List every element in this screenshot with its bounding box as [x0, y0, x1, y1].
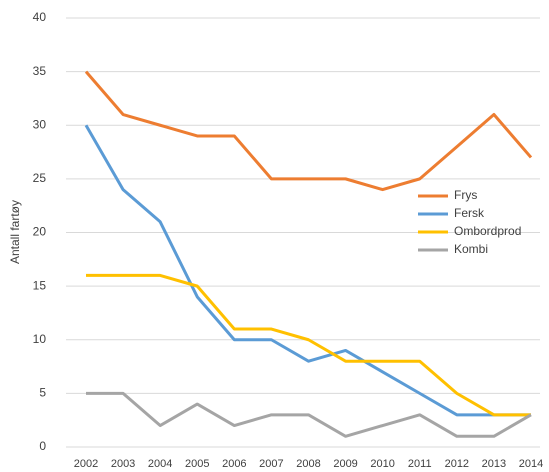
y-tick-label: 5 — [39, 386, 46, 400]
x-tick-label: 2010 — [370, 458, 394, 470]
x-tick-label: 2002 — [74, 458, 98, 470]
y-tick-label: 0 — [39, 439, 46, 453]
x-tick-label: 2006 — [222, 458, 246, 470]
x-tick-label: 2004 — [148, 458, 172, 470]
y-tick-label: 25 — [33, 171, 47, 185]
y-tick-label: 20 — [33, 225, 47, 239]
x-tick-label: 2009 — [333, 458, 357, 470]
legend-label: Ombordprod — [454, 224, 521, 238]
x-tick-label: 2011 — [408, 458, 432, 470]
y-tick-label: 40 — [33, 10, 47, 24]
y-tick-label: 35 — [33, 64, 47, 78]
x-tick-label: 2013 — [482, 458, 506, 470]
x-tick-label: 2012 — [445, 458, 469, 470]
x-tick-label: 2003 — [111, 458, 135, 470]
y-axis-label: Antall fartøy — [8, 200, 22, 264]
x-tick-label: 2005 — [185, 458, 209, 470]
y-tick-label: 15 — [33, 278, 47, 292]
x-tick-label: 2014 — [519, 458, 543, 470]
y-tick-label: 30 — [33, 117, 47, 131]
series-line — [84, 70, 533, 192]
legend-label: Frys — [454, 188, 477, 202]
series-line — [84, 124, 531, 417]
series-line — [86, 391, 532, 438]
legend-label: Kombi — [454, 242, 488, 256]
legend-label: Fersk — [454, 206, 485, 220]
x-tick-label: 2007 — [259, 458, 283, 470]
x-tick-label: 2008 — [296, 458, 320, 470]
series-line — [86, 273, 531, 417]
y-tick-label: 10 — [33, 332, 47, 346]
